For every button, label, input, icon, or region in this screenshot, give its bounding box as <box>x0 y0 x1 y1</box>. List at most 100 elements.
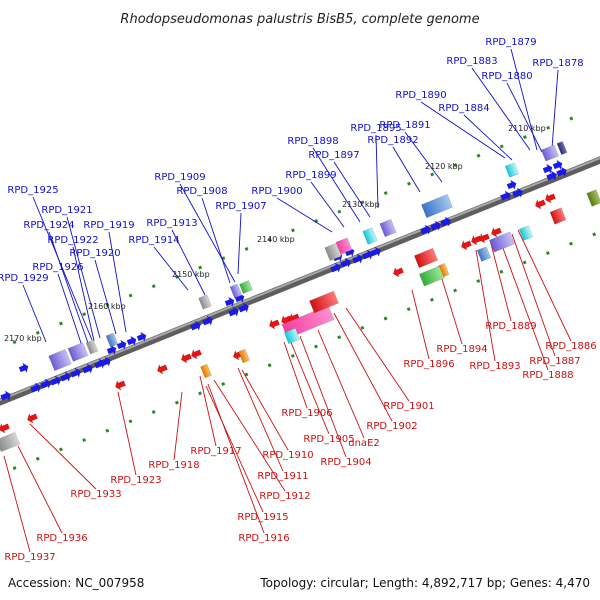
reverse-gene-label[interactable]: RPD_1901 <box>383 401 434 412</box>
forward-gene-arrow[interactable] <box>18 362 30 375</box>
forward-gene-arrow[interactable] <box>329 261 342 274</box>
forward-gene-arrow[interactable] <box>511 186 524 199</box>
forward-gene-label[interactable]: RPD_1883 <box>446 56 497 67</box>
reverse-gene-arrow[interactable] <box>113 378 126 391</box>
reverse-gene-arrow[interactable] <box>0 421 11 434</box>
gene-feature-box[interactable] <box>518 225 534 241</box>
reverse-gene-arrow[interactable] <box>543 191 556 204</box>
reverse-gene-label[interactable]: RPD_1894 <box>436 344 487 355</box>
forward-gene-arrow[interactable] <box>116 339 128 352</box>
reverse-gene-arrow[interactable] <box>459 238 472 251</box>
forward-gene-arrow[interactable] <box>542 163 554 176</box>
gene-feature-box[interactable] <box>476 246 492 262</box>
reverse-gene-arrow[interactable] <box>279 313 292 326</box>
forward-gene-arrow[interactable] <box>545 169 558 182</box>
gene-feature-box[interactable] <box>324 242 342 262</box>
gene-feature-box[interactable] <box>549 207 567 225</box>
gene-feature-box[interactable] <box>438 262 450 278</box>
forward-gene-arrow[interactable] <box>81 362 94 375</box>
forward-gene-arrow[interactable] <box>499 189 512 202</box>
reverse-gene-arrow[interactable] <box>469 233 482 246</box>
forward-gene-label[interactable]: RPD_1884 <box>438 103 489 114</box>
forward-gene-arrow[interactable] <box>552 159 564 172</box>
forward-gene-arrow[interactable] <box>39 377 52 390</box>
forward-gene-label[interactable]: RPD_1898 <box>287 136 338 147</box>
reverse-gene-label[interactable]: RPD_1893 <box>469 361 520 372</box>
reverse-gene-label[interactable]: RPD_1936 <box>36 533 87 544</box>
gene-feature-box[interactable] <box>85 339 99 355</box>
forward-gene-arrow[interactable] <box>224 296 236 309</box>
reverse-gene-arrow[interactable] <box>533 197 546 210</box>
reverse-gene-arrow[interactable] <box>477 231 490 244</box>
forward-gene-arrow[interactable] <box>351 252 364 265</box>
forward-gene-arrow[interactable] <box>369 245 382 258</box>
reverse-gene-label[interactable]: RPD_1916 <box>238 533 289 544</box>
gene-feature-box[interactable] <box>0 431 21 453</box>
reverse-gene-arrow[interactable] <box>267 317 280 330</box>
reverse-gene-arrow[interactable] <box>179 351 192 364</box>
forward-gene-label[interactable]: RPD_1924 <box>23 220 74 231</box>
forward-gene-arrow[interactable] <box>49 374 62 387</box>
gene-feature-box[interactable] <box>238 348 250 364</box>
reverse-gene-label[interactable]: RPD_1887 <box>529 356 580 367</box>
reverse-gene-label[interactable]: RPD_1923 <box>110 475 161 486</box>
gene-feature-box[interactable] <box>229 283 243 299</box>
forward-gene-label[interactable]: RPD_1892 <box>367 135 418 146</box>
reverse-gene-arrow[interactable] <box>155 362 168 375</box>
forward-gene-arrow[interactable] <box>439 215 452 228</box>
forward-gene-label[interactable]: RPD_1909 <box>154 172 205 183</box>
forward-gene-arrow[interactable] <box>339 256 352 269</box>
gene-feature-box[interactable] <box>556 140 568 156</box>
forward-gene-arrow[interactable] <box>429 219 442 232</box>
forward-gene-label[interactable]: RPD_1908 <box>176 186 227 197</box>
gene-feature-box[interactable] <box>421 193 453 219</box>
forward-gene-arrow[interactable] <box>227 305 240 318</box>
gene-feature-box[interactable] <box>489 231 515 253</box>
reverse-gene-arrow[interactable] <box>25 411 38 424</box>
forward-gene-label[interactable]: RPD_1929 <box>0 273 49 284</box>
forward-gene-label[interactable]: RPD_1880 <box>481 71 532 82</box>
forward-gene-label[interactable]: RPD_1913 <box>146 218 197 229</box>
reverse-gene-arrow[interactable] <box>189 347 202 360</box>
forward-gene-arrow[interactable] <box>189 319 202 332</box>
gene-feature-box[interactable] <box>198 294 212 310</box>
forward-gene-arrow[interactable] <box>126 335 138 348</box>
forward-gene-arrow[interactable] <box>237 301 250 314</box>
reverse-gene-label[interactable]: RPD_1886 <box>545 341 596 352</box>
gene-feature-box[interactable] <box>504 162 520 178</box>
forward-gene-label[interactable]: RPD_1897 <box>308 150 359 161</box>
reverse-gene-label[interactable]: RPD_1904 <box>320 457 371 468</box>
forward-gene-label[interactable]: RPD_1925 <box>7 185 58 196</box>
forward-gene-arrow[interactable] <box>506 179 518 192</box>
gene-feature-box[interactable] <box>540 144 560 162</box>
reverse-gene-label[interactable]: RPD_1937 <box>4 552 55 563</box>
reverse-gene-label[interactable]: dnaE2 <box>348 438 380 449</box>
gene-feature-box[interactable] <box>239 280 253 294</box>
forward-gene-label[interactable]: RPD_1914 <box>128 235 179 246</box>
forward-gene-label[interactable]: RPD_1926 <box>32 262 83 273</box>
forward-gene-arrow[interactable] <box>29 381 42 394</box>
reverse-gene-label[interactable]: RPD_1906 <box>281 408 332 419</box>
forward-gene-arrow[interactable] <box>419 223 432 236</box>
reverse-gene-label[interactable]: RPD_1905 <box>303 434 354 445</box>
reverse-gene-label[interactable]: RPD_1896 <box>403 359 454 370</box>
gene-feature-box[interactable] <box>586 189 600 207</box>
reverse-gene-label[interactable]: RPD_1888 <box>522 370 573 381</box>
forward-gene-label[interactable]: RPD_1899 <box>285 170 336 181</box>
reverse-gene-label[interactable]: RPD_1910 <box>262 450 313 461</box>
forward-gene-arrow[interactable] <box>555 165 568 178</box>
reverse-gene-arrow[interactable] <box>489 225 502 238</box>
forward-gene-arrow[interactable] <box>201 314 214 327</box>
forward-gene-arrow[interactable] <box>136 331 148 344</box>
forward-gene-label[interactable]: RPD_1922 <box>47 235 98 246</box>
reverse-gene-label[interactable]: RPD_1912 <box>259 491 310 502</box>
forward-gene-arrow[interactable] <box>59 370 72 383</box>
forward-gene-label[interactable]: RPD_1895 <box>350 123 401 134</box>
gene-feature-box[interactable] <box>67 342 89 362</box>
forward-gene-label[interactable]: RPD_1920 <box>69 248 120 259</box>
forward-gene-arrow[interactable] <box>0 389 13 402</box>
forward-gene-label[interactable]: RPD_1921 <box>41 205 92 216</box>
forward-gene-arrow[interactable] <box>99 355 112 368</box>
gene-feature-box[interactable] <box>379 218 397 238</box>
reverse-gene-label[interactable]: RPD_1911 <box>257 471 308 482</box>
